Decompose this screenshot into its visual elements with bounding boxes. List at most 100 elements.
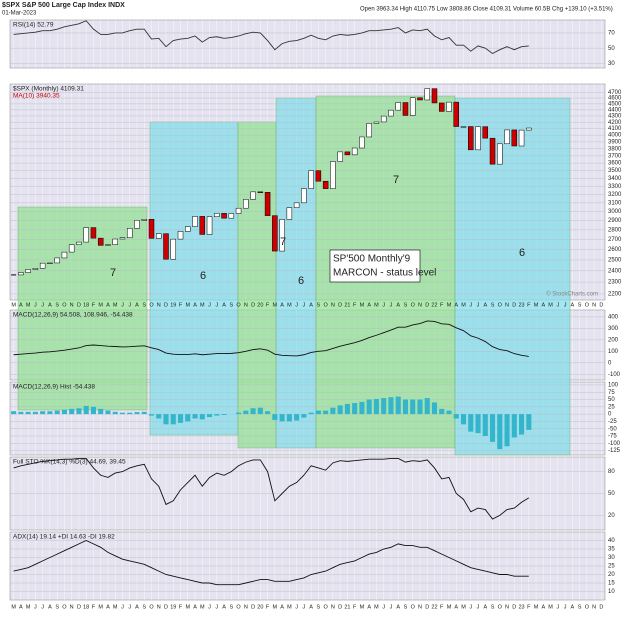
candle <box>482 126 489 139</box>
hist-bar <box>337 405 343 415</box>
x-tick-label: M <box>548 604 553 610</box>
hist-bar <box>497 414 503 450</box>
candle <box>504 129 510 145</box>
candle <box>61 251 68 259</box>
hist-bar <box>373 398 379 415</box>
y-tick-label: 4600 <box>608 96 622 102</box>
hist-bar <box>431 402 438 415</box>
annotation: MARCON - status level <box>333 268 436 279</box>
x-tick-label: D <box>251 604 255 610</box>
x-tick-label: A <box>396 604 400 610</box>
x-tick-label: O <box>236 604 241 610</box>
y-tick-label: 25 <box>608 564 615 570</box>
x-tick-label: N <box>244 604 248 610</box>
x-tick-label: A <box>106 302 110 308</box>
x-tick-label: D <box>512 302 516 308</box>
hist-bar <box>315 410 321 415</box>
wave-label: 7 <box>393 174 399 186</box>
candle <box>119 237 126 240</box>
x-tick-label: D <box>77 604 81 610</box>
y-tick-label: 20 <box>608 513 615 519</box>
candle <box>76 241 82 245</box>
candle <box>141 219 147 221</box>
candle <box>497 143 503 165</box>
y-tick-label: 30 <box>608 555 615 561</box>
candle <box>170 238 177 260</box>
x-tick-label: O <box>323 302 328 308</box>
panel-subtitle: MA(10) 3940.35 <box>13 93 60 100</box>
candle <box>279 219 285 252</box>
hist-bar <box>388 397 394 415</box>
hist-bar <box>83 405 89 415</box>
y-tick-label: 100 <box>608 349 619 355</box>
wave-zone <box>237 121 277 449</box>
y-tick-label: 4700 <box>608 90 622 96</box>
x-tick-label: J <box>469 302 472 308</box>
line-series <box>13 540 529 586</box>
panel-title: RSI(14) 52.79 <box>13 22 54 29</box>
x-tick-label: J <box>128 604 131 610</box>
wave-label: 6 <box>298 275 304 287</box>
x-tick-label: A <box>48 302 52 308</box>
y-tick-label: 30 <box>608 61 615 67</box>
x-tick-label: F <box>92 302 96 308</box>
x-tick-label: D <box>599 302 603 308</box>
x-tick-label: M <box>98 302 103 308</box>
x-tick-label: D <box>164 302 168 308</box>
x-tick-label: A <box>19 604 23 610</box>
candle <box>54 257 60 264</box>
x-tick-label: S <box>491 604 495 610</box>
x-tick-label: S <box>229 604 233 610</box>
candle <box>322 180 329 189</box>
hist-bar <box>301 414 307 418</box>
y-tick-label: 2700 <box>608 237 622 243</box>
candle <box>301 188 307 204</box>
x-tick-label: M <box>374 302 379 308</box>
candle <box>156 233 162 239</box>
x-tick-label: M <box>287 604 292 610</box>
x-tick-label: N <box>157 604 161 610</box>
x-tick-label: D <box>425 302 429 308</box>
hist-bar <box>265 411 271 415</box>
panel-title: MACD(12,26,9) Hist -54.438 <box>13 384 95 391</box>
hist-bar <box>98 408 104 415</box>
x-tick-label: N <box>418 604 422 610</box>
hist-bar <box>511 414 517 438</box>
x-tick-label: N <box>331 302 335 308</box>
x-tick-label: S <box>229 302 233 308</box>
candle <box>446 101 452 112</box>
wave-zone <box>149 121 239 436</box>
hist-bar <box>40 411 46 415</box>
x-tick-label: A <box>483 604 487 610</box>
hist-bar <box>148 414 155 416</box>
candle <box>257 191 264 193</box>
x-tick-label: 18 <box>83 604 89 610</box>
x-tick-label: M <box>98 604 103 610</box>
candle <box>126 228 133 239</box>
annotation-box <box>329 249 421 283</box>
candle <box>315 170 322 182</box>
y-tick-label: 0 <box>608 360 612 366</box>
hist-bar <box>199 414 205 420</box>
x-tick-label: M <box>185 604 190 610</box>
y-tick-label: 50 <box>608 46 615 52</box>
x-tick-label: J <box>556 604 559 610</box>
x-tick-label: M <box>447 302 452 308</box>
y-tick-label: 3800 <box>608 146 622 152</box>
wave-label: 6 <box>519 247 525 259</box>
y-tick-label: -75 <box>608 434 617 440</box>
x-tick-label: J <box>208 604 211 610</box>
hist-bar <box>417 399 423 415</box>
candle <box>47 262 53 264</box>
x-tick-label: O <box>62 604 67 610</box>
x-tick-label: A <box>541 604 545 610</box>
x-tick-label: D <box>338 604 342 610</box>
x-tick-label: 22 <box>431 604 437 610</box>
x-tick-label: 23 <box>518 302 524 308</box>
x-tick-label: F <box>353 302 357 308</box>
x-tick-label: S <box>317 604 321 610</box>
x-tick-label: F <box>440 604 444 610</box>
hist-bar <box>359 401 365 415</box>
x-tick-label: A <box>541 302 545 308</box>
x-tick-label: J <box>564 604 567 610</box>
